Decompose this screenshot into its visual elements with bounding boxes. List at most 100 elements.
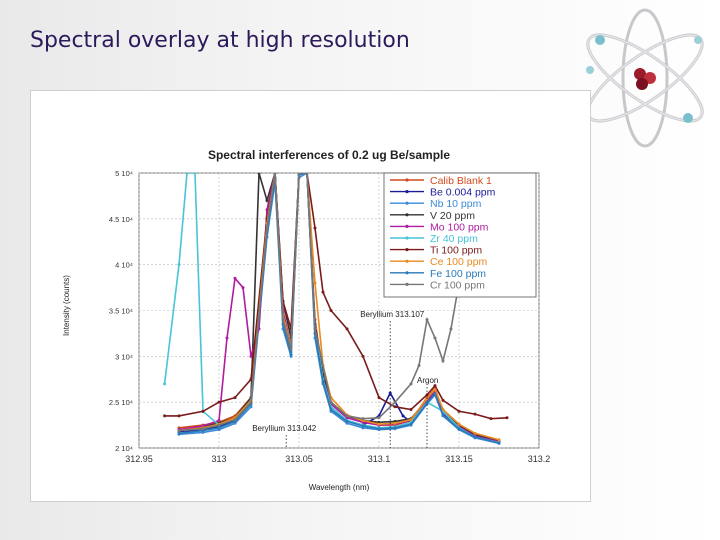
series-point: [425, 401, 429, 405]
series-point: [433, 384, 437, 388]
series-point: [345, 327, 349, 331]
legend-marker: [405, 248, 409, 252]
series-point: [185, 173, 189, 175]
x-tick-label: 313.1: [368, 454, 391, 464]
annotation-label: Beryllium 313.042: [252, 424, 317, 433]
series-point: [329, 309, 333, 312]
series-point: [289, 353, 293, 356]
series-point: [217, 419, 221, 422]
series-point: [457, 422, 461, 426]
legend-entry: Cr 100 ppm: [430, 279, 485, 291]
series-point: [393, 405, 397, 409]
series-point: [361, 354, 365, 358]
legend-marker: [405, 213, 409, 217]
legend-entry: V 20 ppm: [430, 210, 475, 222]
series-point: [201, 427, 205, 431]
series-point: [249, 354, 253, 358]
y-tick-label: 4 10⁴: [115, 261, 133, 270]
annotation-label: Argon: [417, 376, 438, 385]
legend-marker: [405, 236, 409, 240]
legend-marker: [405, 224, 409, 228]
legend-marker: [405, 201, 409, 205]
series-point: [313, 327, 317, 331]
series-point: [313, 226, 317, 230]
legend-marker: [405, 190, 409, 194]
y-tick-label: 4.5 10⁴: [109, 215, 133, 224]
series-point: [273, 173, 277, 175]
legend-entry: Calib Blank 1: [430, 175, 492, 187]
series-point: [441, 398, 445, 402]
series-point: [393, 400, 397, 404]
y-tick-label: 5 10⁴: [115, 169, 133, 178]
x-tick-label: 313.15: [445, 454, 473, 464]
series-point: [193, 173, 197, 175]
series-point: [217, 426, 221, 430]
series-point: [305, 173, 309, 175]
series-point: [505, 416, 509, 420]
series-point: [321, 380, 325, 384]
series-point: [249, 405, 253, 409]
series-point: [425, 318, 429, 322]
series-point: [241, 286, 245, 290]
spectrum-figure: 312.95 313 313.05 313.1 313.15 313.2 2 10⁴ 2.5 …: [30, 90, 591, 502]
series-point: [281, 318, 285, 322]
y-tick-label: 2.5 10⁴: [109, 398, 133, 407]
legend-entry: Zr 40 ppm: [430, 233, 478, 245]
series-group: [163, 173, 509, 445]
series-point: [473, 435, 477, 439]
series-point: [297, 173, 301, 175]
series-point: [361, 417, 365, 421]
legend-marker: [405, 271, 409, 275]
chart-title: Spectral interferences of 0.2 ug Be/samp…: [208, 148, 450, 162]
series-point: [345, 419, 349, 423]
series-point: [163, 414, 167, 418]
y-tick-label: 3 10⁴: [115, 352, 133, 361]
series-point: [393, 426, 397, 430]
series-point: [377, 427, 381, 431]
legend-marker: [405, 282, 409, 286]
series-point: [473, 431, 477, 435]
spectrum-chart: 312.95 313 313.05 313.1 313.15 313.2 2 10⁴ 2.5 …: [62, 148, 550, 492]
series-point: [163, 382, 167, 386]
series-point: [441, 408, 445, 411]
series-point: [345, 414, 349, 418]
legend-marker: [405, 259, 409, 263]
legend-marker: [405, 178, 409, 182]
series-point: [177, 429, 181, 433]
series-point: [233, 276, 237, 280]
x-axis-label: Wavelength (nm): [309, 483, 370, 492]
series-point: [177, 414, 181, 418]
series-point: [361, 424, 365, 428]
series-point: [409, 422, 413, 426]
series-point: [289, 347, 293, 351]
x-tick-label: 312.95: [125, 454, 153, 464]
series-point: [177, 263, 181, 267]
series-point: [489, 417, 493, 421]
legend-entry: Ce 100 ppm: [430, 256, 487, 268]
series-point: [417, 364, 421, 367]
legend-entry: Fe 100 ppm: [430, 268, 486, 280]
series-point: [249, 377, 253, 381]
series-point: [233, 418, 237, 422]
series-point: [409, 382, 413, 386]
series-point: [433, 392, 437, 396]
series-point: [217, 400, 221, 404]
series-point: [177, 431, 181, 435]
series-point: [441, 413, 445, 417]
y-axis-label: Intensity (counts): [62, 275, 71, 336]
series-point: [377, 422, 381, 426]
series-point: [321, 290, 325, 294]
x-tick-label: 313.05: [285, 454, 313, 464]
series-point: [265, 226, 269, 230]
series-point: [377, 416, 381, 420]
series-point: [201, 409, 205, 413]
series-point: [433, 336, 437, 340]
x-tick-label: 313: [211, 454, 226, 464]
series-point: [409, 408, 413, 411]
legend-entry: Ti 100 ppm: [430, 245, 482, 257]
series-point: [497, 438, 501, 442]
series-point: [249, 400, 253, 404]
series-point: [329, 400, 333, 404]
series-point: [329, 408, 333, 411]
series-point: [441, 359, 445, 363]
